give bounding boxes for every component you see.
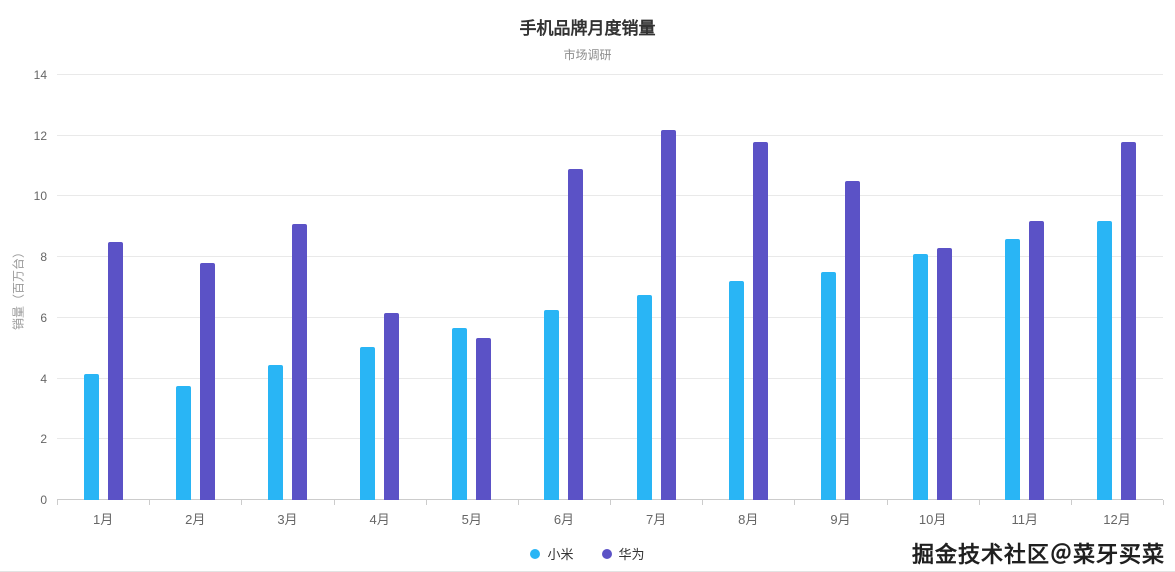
x-tick-mark	[57, 500, 58, 505]
x-tick-mark	[241, 500, 243, 505]
y-tick-label: 6	[40, 310, 47, 325]
gridline	[57, 377, 1163, 379]
x-tick-mark	[425, 500, 427, 505]
gridline	[57, 438, 1163, 440]
gridline	[57, 256, 1163, 258]
bar-groups	[57, 75, 1163, 500]
y-tick-label: 2	[40, 432, 47, 447]
bar-华为-7月[interactable]	[660, 129, 676, 500]
x-axis-label-4月: 4月	[369, 512, 390, 527]
bar-group-11月	[979, 75, 1071, 500]
x-tick-mark	[1070, 500, 1072, 505]
x-axis-label-9月: 9月	[830, 512, 851, 527]
bar-华为-4月[interactable]	[384, 313, 400, 500]
bar-小米-7月[interactable]	[636, 295, 652, 500]
gridline	[57, 195, 1163, 197]
bar-group-2月	[149, 75, 241, 500]
watermark-text: 掘金技术社区＠菜牙买菜	[911, 542, 1165, 567]
bar-小米-5月[interactable]	[452, 328, 468, 500]
x-axis-label-12月: 12月	[1103, 512, 1131, 527]
y-tick-label: 10	[33, 189, 47, 204]
legend-dot-icon	[530, 548, 541, 559]
y-tick-label: 4	[40, 371, 47, 386]
y-tick-label: 0	[40, 493, 47, 507]
chart-title: 手机品牌月度销量	[519, 19, 656, 38]
bar-group-12月	[1071, 75, 1163, 500]
bar-华为-3月[interactable]	[291, 223, 307, 500]
bar-小米-4月[interactable]	[360, 346, 376, 500]
x-tick-mark	[517, 500, 519, 505]
bar-华为-10月[interactable]	[937, 248, 953, 500]
bar-group-8月	[702, 75, 794, 500]
bar-华为-6月[interactable]	[568, 169, 584, 500]
x-axis-label-5月: 5月	[461, 512, 482, 527]
y-tick-label: 14	[33, 68, 47, 82]
bar-group-1月	[57, 75, 149, 500]
bar-华为-12月[interactable]	[1121, 141, 1137, 500]
bar-华为-11月[interactable]	[1029, 220, 1045, 500]
gridline	[57, 134, 1163, 136]
x-labels: 1月 2月 3月 4月 5月 6月 7月 8月 9月 10月 11月 12月	[57, 500, 1163, 528]
gridline	[57, 316, 1163, 318]
x-tick-mark	[886, 500, 888, 505]
y-tick-label: 8	[40, 250, 47, 265]
y-axis-title: 销量（百万台）	[11, 245, 26, 331]
bar-group-6月	[518, 75, 610, 500]
x-tick-mark	[794, 500, 796, 505]
bar-华为-8月[interactable]	[752, 141, 768, 500]
legend: 小米 华为	[0, 544, 1175, 563]
x-axis-label-3月: 3月	[277, 512, 298, 527]
x-axis-line	[57, 499, 1163, 500]
bar-华为-2月[interactable]	[199, 263, 215, 500]
legend-item-华为[interactable]: 华为	[601, 544, 645, 563]
bar-group-5月	[426, 75, 518, 500]
bar-小米-12月[interactable]	[1097, 220, 1113, 500]
bar-小米-3月[interactable]	[267, 364, 283, 500]
legend-dot-icon	[601, 548, 612, 559]
bar-华为-5月[interactable]	[476, 337, 492, 500]
bar-group-4月	[334, 75, 426, 500]
chart-subtitle: 市场调研	[563, 48, 612, 62]
bar-group-9月	[794, 75, 886, 500]
x-axis-label-1月: 1月	[92, 512, 114, 527]
x-axis-label-10月: 10月	[918, 512, 947, 527]
gridline	[57, 74, 1163, 75]
x-tick-mark	[978, 500, 980, 505]
gridlines: 0 2 4 6 8 10 12 14	[34, 69, 1164, 506]
legend-label: 小米	[547, 547, 574, 562]
x-axis-label-11月: 11月	[1011, 512, 1039, 527]
bar-小米-1月[interactable]	[83, 374, 99, 500]
x-tick-mark	[333, 500, 335, 505]
bar-华为-1月[interactable]	[107, 241, 123, 500]
x-tick-mark	[610, 500, 611, 505]
legend-item-小米[interactable]: 小米	[530, 544, 574, 563]
bar-小米-10月[interactable]	[913, 254, 929, 500]
x-tick-mark	[1163, 500, 1164, 505]
y-tick-label: 12	[33, 128, 47, 143]
bar-group-7月	[610, 75, 702, 500]
x-axis-label-7月: 7月	[646, 512, 667, 527]
bar-group-10月	[887, 75, 979, 500]
bar-小米-6月[interactable]	[544, 310, 560, 500]
legend-label: 华为	[618, 547, 645, 562]
bar-华为-9月[interactable]	[844, 181, 860, 500]
bar-小米-2月[interactable]	[175, 386, 191, 500]
bar-group-3月	[241, 75, 333, 500]
plot-area: 0 2 4 6 8 10 12 14 1月 2月 3月 4月 5月 6月 7月 8月 9月 10月 11月 12月	[34, 69, 1164, 527]
x-axis-label-8月: 8月	[738, 512, 759, 527]
x-axis-label-2月: 2月	[185, 512, 206, 527]
bar-小米-11月[interactable]	[1005, 238, 1021, 500]
x-tick-mark	[149, 500, 151, 505]
x-tick-mark	[702, 500, 704, 505]
bar-小米-9月[interactable]	[820, 272, 836, 500]
x-axis-label-6月: 6月	[553, 512, 575, 527]
bar-小米-8月[interactable]	[728, 281, 744, 500]
